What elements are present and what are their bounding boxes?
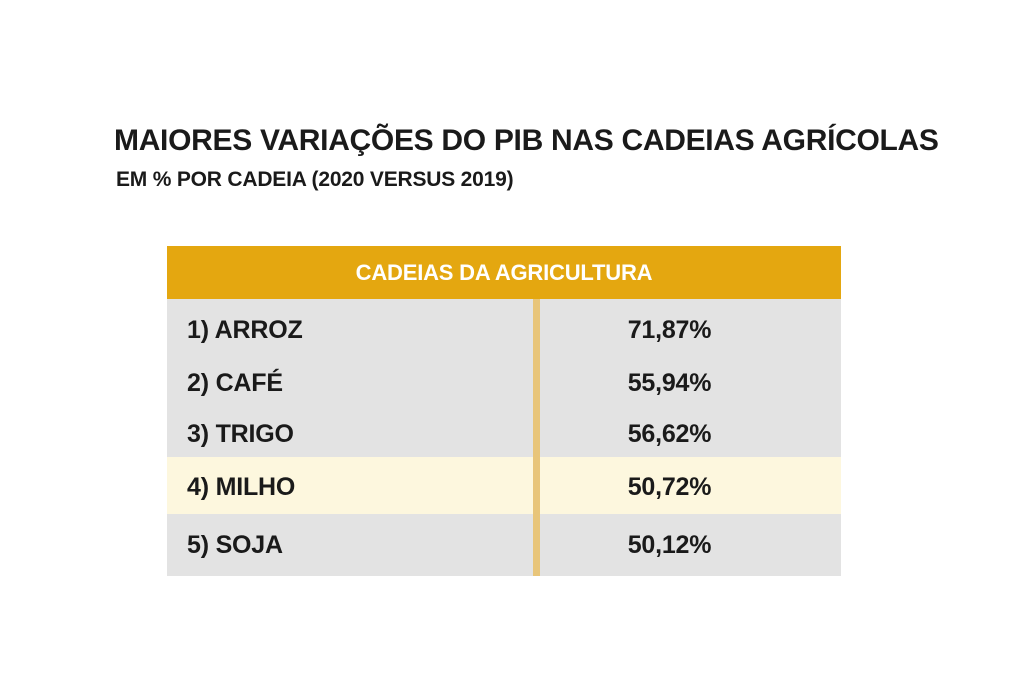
table-row-highlighted: 4) MILHO 50,72% [167,462,841,512]
row-value: 50,72% [627,473,712,501]
table-row: 5) SOJA 50,12% [167,520,841,570]
agriculture-table: CADEIAS DA AGRICULTURA 1) ARROZ 71,87% 2… [167,246,841,576]
table-header: CADEIAS DA AGRICULTURA [167,246,841,299]
row-value: 55,94% [627,369,712,397]
highlighted-row-band [167,457,841,514]
table-row: 2) CAFÉ 55,94% [167,358,841,408]
row-value: 50,12% [627,531,712,559]
row-label: 3) TRIGO [187,420,294,448]
row-label: 4) MILHO [187,473,296,501]
table-row: 3) TRIGO 56,62% [167,409,841,459]
chart-title: MAIORES VARIAÇÕES DO PIB NAS CADEIAS AGR… [114,124,939,157]
column-divider [533,299,540,576]
table-row: 1) ARROZ 71,87% [167,305,841,355]
chart-subtitle: EM % POR CADEIA (2020 VERSUS 2019) [116,168,514,191]
row-label: 1) ARROZ [187,316,303,344]
row-label: 5) SOJA [187,531,283,559]
row-value: 71,87% [627,316,712,344]
table-body: 1) ARROZ 71,87% 2) CAFÉ 55,94% 3) TRIGO … [167,299,841,576]
row-label: 2) CAFÉ [187,369,283,397]
row-value: 56,62% [627,420,712,448]
